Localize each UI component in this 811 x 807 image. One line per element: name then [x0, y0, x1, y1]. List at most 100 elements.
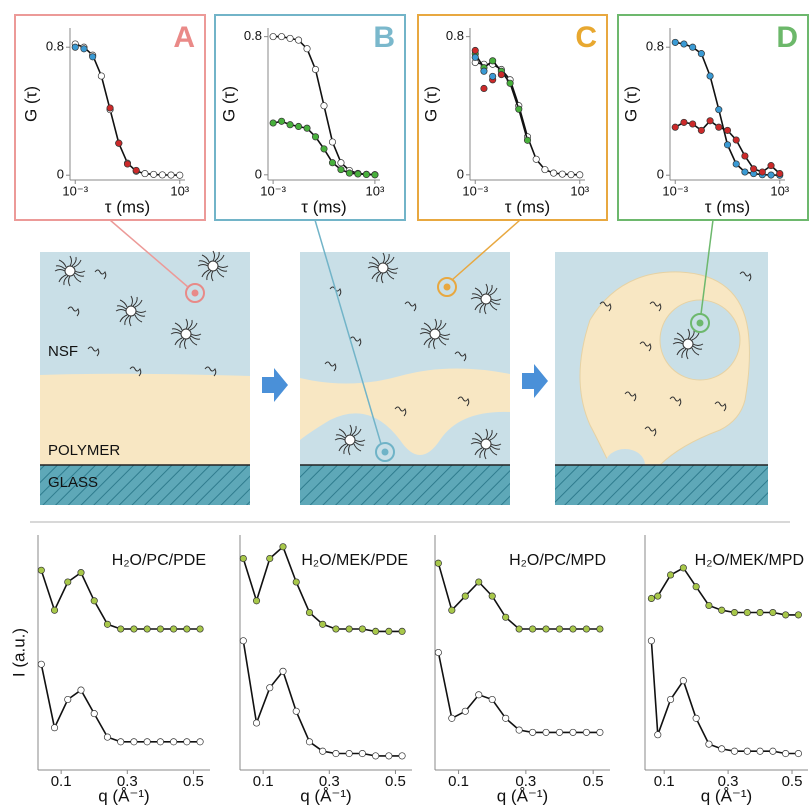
fit-line: [675, 41, 780, 176]
y-tick-label: 0.8: [46, 39, 64, 54]
data-point: [385, 627, 393, 635]
data-point: [794, 749, 802, 758]
data-point: [278, 33, 286, 41]
data-point: [398, 752, 406, 760]
y-tick-label: 0.8: [646, 39, 664, 54]
data-point: [434, 559, 442, 567]
data-point: [723, 126, 732, 134]
x-axis-label: τ (ms): [505, 197, 550, 216]
fit-line: [650, 640, 799, 755]
data-point: [743, 747, 751, 755]
data-point: [50, 724, 59, 732]
data-point: [776, 170, 784, 178]
series: [239, 637, 406, 760]
data-point: [311, 133, 320, 141]
x-tick-label: 10⁻³: [662, 183, 688, 198]
data-point: [515, 726, 523, 734]
data-point: [671, 123, 679, 131]
data-point: [689, 43, 697, 51]
data-point: [103, 733, 112, 741]
data-point: [706, 72, 714, 80]
data-point: [332, 625, 340, 633]
data-point: [303, 45, 311, 53]
fit-line: [40, 664, 201, 743]
panel-frame: [14, 14, 206, 221]
data-point: [692, 583, 700, 591]
series: [647, 637, 802, 758]
data-point: [705, 601, 713, 610]
data-point: [705, 740, 713, 748]
data-point: [50, 606, 59, 614]
data-point: [480, 67, 488, 75]
series: [37, 566, 204, 633]
y-tick-label: 0: [255, 166, 262, 181]
data-point: [732, 160, 740, 168]
data-point: [77, 686, 85, 694]
diagram-label: POLYMER: [48, 442, 120, 459]
data-point: [569, 728, 577, 736]
data-point: [337, 159, 345, 167]
data-point: [252, 597, 261, 605]
data-point: [371, 171, 379, 179]
series: [71, 43, 97, 61]
panel-frame: [617, 14, 809, 221]
y-axis-label: G (τ): [421, 86, 440, 122]
data-point: [266, 554, 274, 563]
data-point: [750, 165, 758, 173]
data-point: [372, 627, 380, 635]
series: [671, 38, 784, 179]
data-point: [529, 625, 537, 633]
data-point: [679, 564, 687, 572]
x-tick-label: 0.1: [654, 773, 675, 790]
data-point: [569, 625, 577, 633]
x-tick-label: 0.3: [319, 773, 340, 790]
data-point: [320, 145, 328, 153]
data-point: [506, 79, 514, 87]
data-point: [680, 40, 688, 48]
data-point: [183, 625, 191, 633]
data-point: [358, 749, 366, 758]
x-tick-label: 10⁻³: [462, 183, 488, 198]
chart-title: H₂O/PC/MPD: [509, 552, 606, 569]
data-point: [345, 749, 353, 758]
data-point: [582, 625, 590, 633]
data-point: [143, 738, 151, 746]
data-point: [305, 738, 314, 746]
data-point: [115, 139, 123, 147]
data-point: [461, 592, 469, 600]
data-point: [156, 625, 164, 633]
panel-letter: D: [776, 21, 798, 54]
data-point: [529, 728, 537, 736]
data-point: [782, 611, 790, 619]
x-tick-label: 0.5: [183, 773, 204, 790]
data-point: [130, 625, 138, 633]
x-tick-label: 10³: [365, 183, 384, 198]
data-point: [80, 45, 88, 53]
fit-line: [242, 640, 403, 757]
data-point: [64, 695, 72, 704]
series: [269, 33, 379, 179]
series: [647, 564, 802, 619]
x-axis-label: q (Å⁻¹): [98, 786, 149, 805]
data-point: [730, 747, 739, 755]
diagram-label: NSF: [48, 343, 78, 360]
y-axis-label: G (τ): [219, 86, 238, 122]
data-point: [196, 738, 204, 746]
data-point: [303, 124, 311, 132]
data-point: [756, 747, 764, 755]
data-point: [532, 155, 540, 163]
data-point: [130, 738, 138, 746]
data-point: [398, 627, 406, 635]
data-point: [541, 166, 549, 174]
panel-letter: B: [373, 21, 395, 54]
x-tick-label: 0.3: [117, 773, 138, 790]
data-point: [497, 71, 505, 79]
data-point: [743, 608, 751, 617]
x-tick-label: 10³: [170, 183, 189, 198]
x-tick-label: 0.1: [448, 773, 469, 790]
data-point: [679, 677, 687, 685]
data-point: [758, 168, 766, 176]
data-point: [767, 162, 775, 170]
data-point: [718, 745, 726, 753]
